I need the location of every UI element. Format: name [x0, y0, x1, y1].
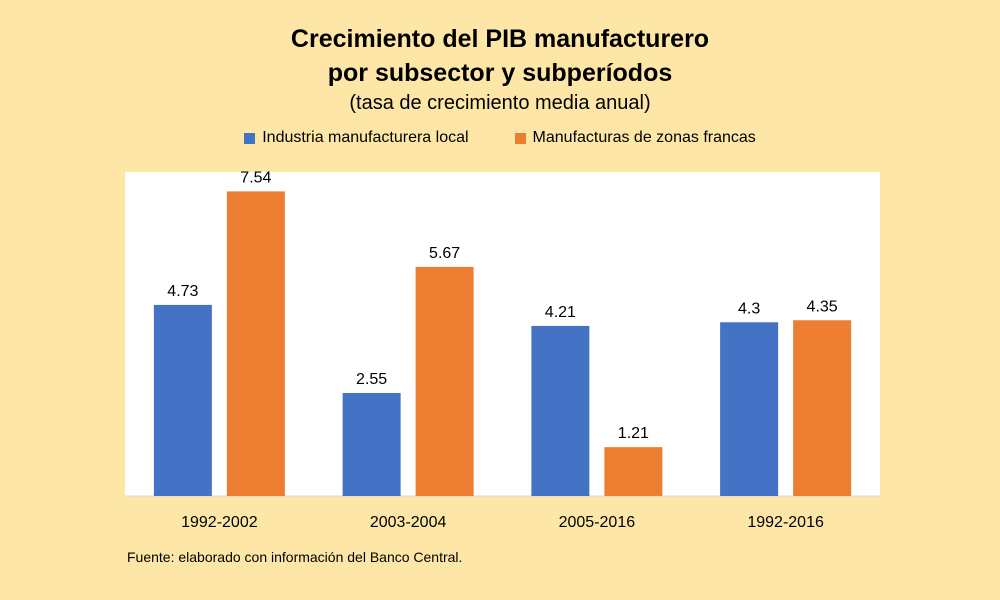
legend-item-local: Industria manufacturera local	[244, 128, 469, 148]
legend-item-zonas: Manufacturas de zonas francas	[514, 128, 756, 148]
bar-zonas-2003-2004	[415, 266, 474, 496]
bar-local-2005-2016	[531, 325, 590, 496]
data-label-zonas-1992-2002: 7.54	[240, 169, 271, 186]
data-label-local-2003-2004: 2.55	[356, 371, 387, 388]
chart-source-note: Fuente: elaborado con información del Ba…	[127, 549, 463, 565]
legend-label-zonas: Manufacturas de zonas francas	[532, 129, 756, 146]
legend-label-local: Industria manufacturera local	[262, 129, 469, 146]
x-tick-label-1992-2016: 1992-2016	[747, 514, 824, 531]
bar-zonas-1992-2016	[793, 320, 852, 496]
chart-title-line-2: por subsector y subperíodos	[327, 59, 673, 87]
x-tick-label-1992-2002: 1992-2002	[181, 514, 258, 531]
bar-zonas-1992-2002	[226, 191, 285, 496]
data-label-local-1992-2002: 4.73	[167, 283, 198, 300]
data-label-zonas-1992-2016: 4.35	[807, 298, 838, 315]
bar-local-1992-2002	[153, 304, 212, 496]
x-tick-label-2003-2004: 2003-2004	[370, 514, 447, 531]
bar-zonas-2005-2016	[604, 447, 663, 496]
data-label-zonas-2005-2016: 1.21	[618, 425, 649, 442]
bar-local-1992-2016	[720, 322, 779, 496]
chart-subtitle: (tasa de crecimiento media anual)	[349, 92, 651, 114]
data-label-zonas-2003-2004: 5.67	[429, 245, 460, 262]
chart-title-line-1: Crecimiento del PIB manufacturero	[290, 25, 710, 53]
data-label-local-2005-2016: 4.21	[545, 304, 576, 321]
legend-swatch-zonas	[514, 132, 526, 144]
data-label-local-1992-2016: 4.3	[738, 300, 760, 317]
legend-swatch-local	[244, 132, 256, 144]
chart-legend: Industria manufacturera local Manufactur…	[0, 128, 1000, 148]
bar-local-2003-2004	[342, 392, 401, 496]
x-tick-label-2005-2016: 2005-2016	[559, 514, 636, 531]
